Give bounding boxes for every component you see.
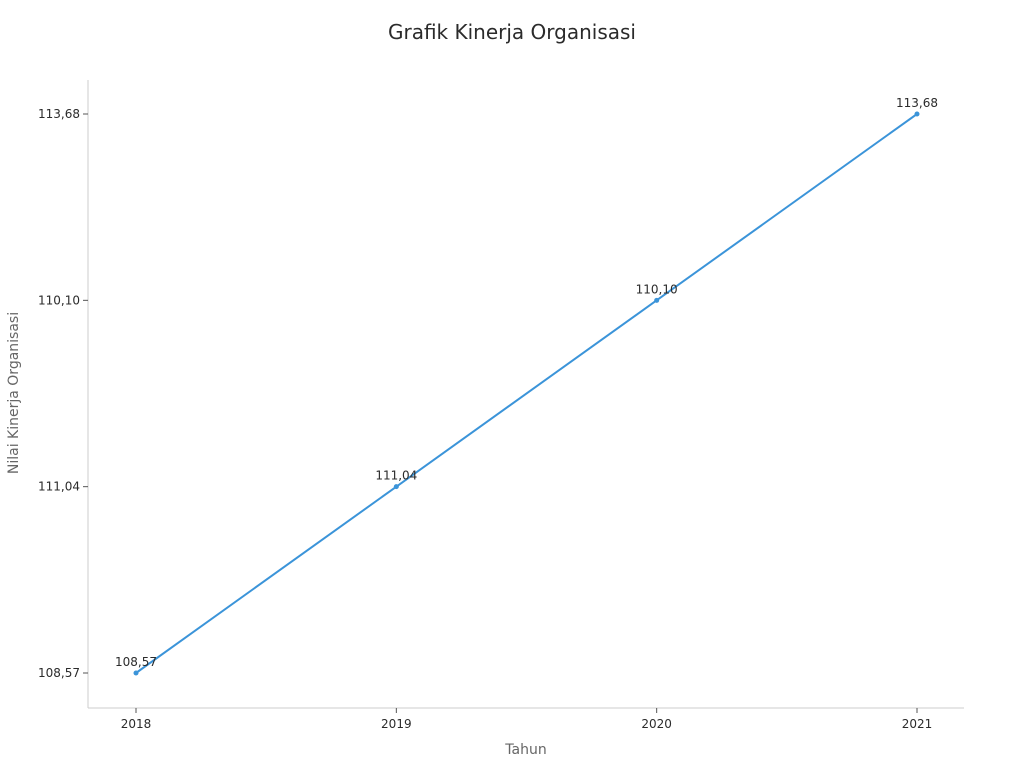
- series-layer: 108,57 111,04 110,10 113,68: [115, 96, 938, 676]
- x-tick-label: 2020: [641, 717, 672, 731]
- series-line: [135, 113, 918, 674]
- data-label: 110,10: [636, 282, 678, 296]
- x-axis-label: Tahun: [505, 742, 547, 758]
- data-point: [133, 670, 139, 676]
- x-tick-label: 2021: [902, 717, 933, 731]
- y-axis-label: Nilai Kinerja Organisasi: [6, 311, 22, 475]
- data-label: 108,57: [115, 655, 157, 669]
- y-tick-label: 108,57: [38, 666, 80, 680]
- y-ticks: 108,57 111,04 110,10 113,68: [38, 107, 88, 680]
- data-point: [914, 111, 920, 117]
- axes: [87, 80, 964, 709]
- y-tick-label: 113,68: [38, 107, 80, 121]
- x-tick-label: 2019: [381, 717, 412, 731]
- x-tick-label: 2018: [121, 717, 152, 731]
- data-label: 111,04: [375, 469, 417, 483]
- y-tick-label: 111,04: [38, 480, 80, 494]
- chart-title: Grafik Kinerja Organisasi: [387, 20, 636, 44]
- y-tick-label: 110,10: [38, 293, 80, 307]
- data-label: 113,68: [896, 96, 938, 110]
- data-point: [393, 484, 399, 490]
- data-point: [654, 297, 660, 303]
- x-ticks: 2018 2019 2020 2021: [121, 708, 933, 731]
